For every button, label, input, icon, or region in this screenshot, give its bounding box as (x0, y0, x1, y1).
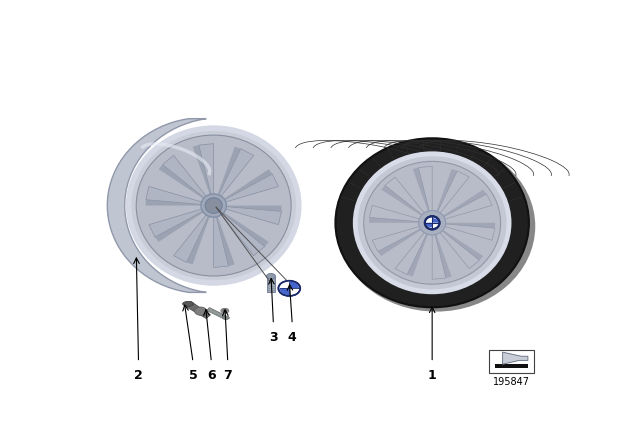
Wedge shape (432, 218, 439, 223)
Polygon shape (439, 190, 486, 219)
Ellipse shape (205, 198, 222, 213)
Polygon shape (440, 224, 495, 240)
Ellipse shape (355, 154, 509, 292)
Polygon shape (378, 227, 426, 256)
Polygon shape (369, 205, 424, 222)
FancyBboxPatch shape (489, 350, 534, 373)
Polygon shape (173, 212, 211, 263)
Polygon shape (221, 174, 278, 203)
Ellipse shape (222, 316, 229, 319)
Ellipse shape (136, 135, 291, 276)
Polygon shape (222, 206, 282, 225)
Polygon shape (216, 146, 241, 198)
Polygon shape (146, 186, 205, 205)
Ellipse shape (201, 194, 227, 217)
Polygon shape (207, 308, 226, 319)
Polygon shape (435, 169, 457, 216)
Polygon shape (145, 200, 205, 206)
Wedge shape (280, 289, 289, 295)
Polygon shape (435, 171, 469, 217)
Circle shape (278, 281, 300, 296)
Polygon shape (438, 227, 483, 260)
Text: 7: 7 (223, 370, 232, 383)
Polygon shape (385, 177, 427, 218)
Polygon shape (149, 208, 206, 237)
Polygon shape (199, 144, 214, 198)
Wedge shape (289, 281, 299, 289)
Text: 5: 5 (189, 370, 198, 383)
Ellipse shape (129, 128, 299, 283)
Polygon shape (419, 166, 432, 215)
Polygon shape (214, 213, 228, 267)
Polygon shape (187, 213, 211, 264)
Wedge shape (432, 223, 439, 228)
Polygon shape (185, 302, 211, 319)
Polygon shape (193, 145, 212, 198)
Polygon shape (440, 223, 495, 228)
Ellipse shape (419, 211, 445, 235)
Polygon shape (381, 185, 426, 218)
Polygon shape (220, 210, 269, 246)
Text: 1: 1 (428, 370, 436, 383)
Ellipse shape (221, 308, 229, 313)
Polygon shape (372, 225, 425, 252)
Polygon shape (407, 230, 429, 276)
Text: 4: 4 (288, 332, 297, 345)
Polygon shape (221, 169, 272, 202)
Ellipse shape (364, 161, 500, 284)
Polygon shape (440, 194, 492, 220)
Ellipse shape (223, 310, 227, 312)
Polygon shape (222, 206, 282, 211)
Polygon shape (217, 149, 253, 199)
Ellipse shape (425, 216, 440, 229)
Polygon shape (267, 277, 275, 292)
Ellipse shape (182, 302, 193, 306)
Polygon shape (502, 352, 528, 364)
Text: 195847: 195847 (493, 377, 530, 387)
Wedge shape (426, 218, 432, 223)
Circle shape (195, 307, 207, 315)
Polygon shape (395, 229, 429, 275)
Polygon shape (163, 155, 209, 200)
Polygon shape (369, 217, 424, 223)
Polygon shape (155, 210, 207, 242)
Polygon shape (413, 168, 430, 215)
Text: 2: 2 (134, 370, 143, 383)
Text: 6: 6 (207, 370, 216, 383)
Ellipse shape (337, 141, 535, 312)
Polygon shape (159, 164, 207, 201)
Ellipse shape (335, 138, 529, 307)
Ellipse shape (266, 273, 275, 279)
Wedge shape (289, 289, 299, 295)
Wedge shape (426, 223, 432, 228)
Polygon shape (219, 211, 265, 256)
Polygon shape (434, 230, 452, 278)
Text: 3: 3 (269, 332, 278, 345)
Bar (495, 364, 528, 368)
Polygon shape (216, 213, 235, 266)
Wedge shape (280, 281, 289, 289)
Polygon shape (108, 119, 206, 293)
Polygon shape (437, 228, 479, 268)
Polygon shape (432, 230, 446, 280)
